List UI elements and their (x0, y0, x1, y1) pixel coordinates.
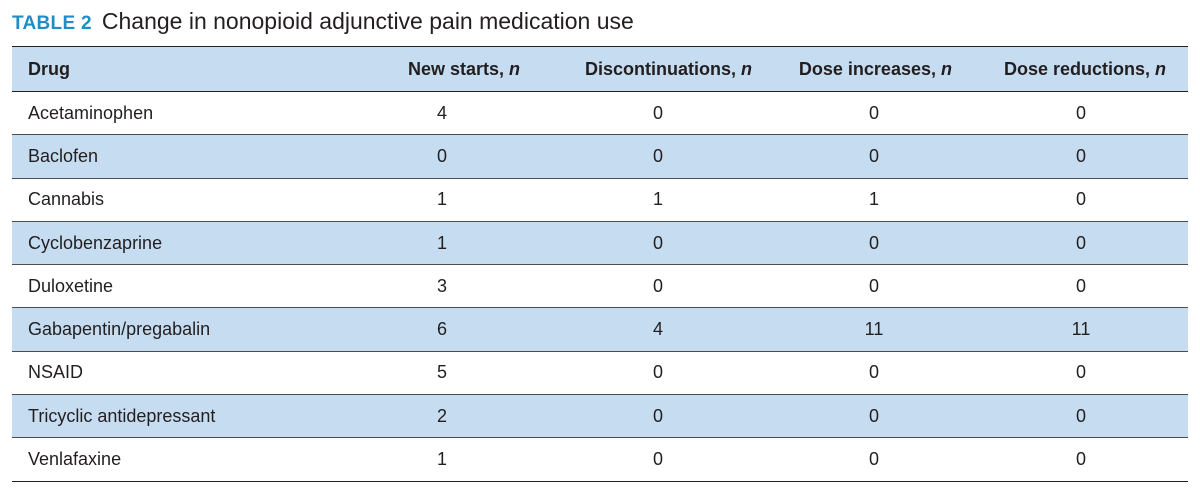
discontinuations-cell: 0 (542, 351, 774, 396)
dose-reductions-cell: 0 (974, 134, 1188, 179)
dose-reductions-cell: 11 (974, 307, 1188, 352)
column-header-drug: Drug (12, 46, 342, 92)
dose-reductions-cell: 0 (974, 394, 1188, 439)
table-row: NSAID 5 0 0 0 (12, 351, 1188, 396)
discontinuations-cell: 0 (542, 437, 774, 482)
table-row: Tricyclic antidepressant 2 0 0 0 (12, 394, 1188, 439)
new-starts-cell: 3 (342, 264, 542, 309)
drug-name-cell: Baclofen (12, 134, 342, 179)
drug-name-cell: Acetaminophen (12, 91, 342, 136)
table-row: Cannabis 1 1 1 0 (12, 178, 1188, 222)
drug-name-cell: Cyclobenzaprine (12, 221, 342, 266)
new-starts-cell: 1 (342, 221, 542, 266)
new-starts-cell: 0 (342, 134, 542, 179)
new-starts-cell: 1 (342, 178, 542, 222)
table-row: Baclofen 0 0 0 0 (12, 134, 1188, 179)
discontinuations-cell: 1 (542, 178, 774, 222)
drug-name-cell: Venlafaxine (12, 437, 342, 482)
column-header-discontinuations: Discontinuations, n (542, 46, 774, 92)
dose-reductions-cell: 0 (974, 221, 1188, 266)
table-row: Duloxetine 3 0 0 0 (12, 264, 1188, 309)
column-header-dose-increases: Dose increases, n (774, 46, 974, 92)
table-title: Change in nonopioid adjunctive pain medi… (101, 8, 634, 34)
table-caption: TABLE 2 Change in nonopioid adjunctive p… (12, 8, 634, 40)
drug-name-cell: Gabapentin/pregabalin (12, 307, 342, 352)
dose-increases-cell: 0 (774, 91, 974, 136)
table-row: Gabapentin/pregabalin 6 4 11 11 (12, 307, 1188, 352)
dose-increases-cell: 0 (774, 221, 974, 266)
new-starts-cell: 5 (342, 351, 542, 396)
drug-name-cell: Duloxetine (12, 264, 342, 309)
drug-name-cell: NSAID (12, 351, 342, 396)
dose-increases-cell: 0 (774, 394, 974, 439)
new-starts-cell: 2 (342, 394, 542, 439)
dose-increases-cell: 0 (774, 351, 974, 396)
new-starts-cell: 1 (342, 437, 542, 482)
new-starts-cell: 6 (342, 307, 542, 352)
dose-reductions-cell: 0 (974, 437, 1188, 482)
dose-increases-cell: 0 (774, 134, 974, 179)
table-row: Cyclobenzaprine 1 0 0 0 (12, 221, 1188, 266)
dose-reductions-cell: 0 (974, 264, 1188, 309)
dose-increases-cell: 11 (774, 307, 974, 352)
header-row: Drug New starts, n Discontinuations, n D… (12, 46, 1188, 92)
dose-reductions-cell: 0 (974, 178, 1188, 222)
column-header-new-starts: New starts, n (342, 46, 542, 92)
discontinuations-cell: 4 (542, 307, 774, 352)
table-row: Acetaminophen 4 0 0 0 (12, 91, 1188, 136)
medication-change-table: Drug New starts, n Discontinuations, n D… (12, 46, 1188, 482)
table-label: TABLE 2 (12, 13, 92, 34)
discontinuations-cell: 0 (542, 394, 774, 439)
discontinuations-cell: 0 (542, 264, 774, 309)
discontinuations-cell: 0 (542, 221, 774, 266)
column-header-dose-reductions: Dose reductions, n (974, 46, 1188, 92)
dose-increases-cell: 0 (774, 264, 974, 309)
discontinuations-cell: 0 (542, 134, 774, 179)
dose-reductions-cell: 0 (974, 91, 1188, 136)
table-row: Venlafaxine 1 0 0 0 (12, 437, 1188, 482)
dose-increases-cell: 0 (774, 437, 974, 482)
dose-reductions-cell: 0 (974, 351, 1188, 396)
drug-name-cell: Cannabis (12, 178, 342, 222)
dose-increases-cell: 1 (774, 178, 974, 222)
discontinuations-cell: 0 (542, 91, 774, 136)
new-starts-cell: 4 (342, 91, 542, 136)
drug-name-cell: Tricyclic antidepressant (12, 394, 342, 439)
